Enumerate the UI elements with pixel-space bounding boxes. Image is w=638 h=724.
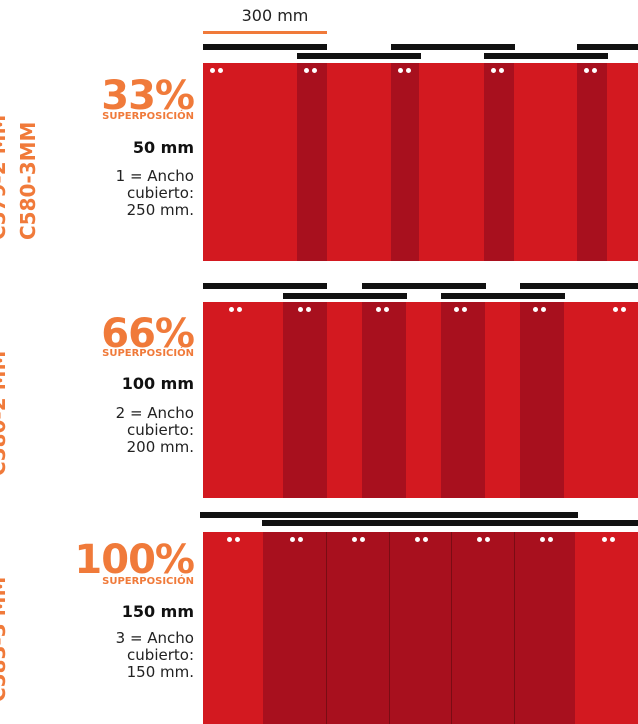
overlap-strip [577,63,607,261]
section-1-bar [203,44,327,50]
section-3-percent: 100% [74,537,195,583]
section-2-overlap-label: SUPERPOSICIÓN [102,348,194,359]
section-2-percent: 66% [101,311,195,357]
section-1-percent: 33% [101,73,195,119]
overlap-strip [484,63,514,261]
scale-line [203,31,327,34]
section-2-panel [203,302,638,498]
overlap-strip [391,63,419,261]
section-1-bar [577,44,638,50]
section-3-panel [203,532,638,724]
section-1-overlap-mm: 50 mm [132,138,194,157]
section-2-overlap-mm: 100 mm [121,374,194,393]
section-1-overlap-label: SUPERPOSICIÓN [102,111,194,122]
section-2-bar [520,283,638,289]
section-3-overlap-label: SUPERPOSICIÓN [102,576,194,587]
panel-seam [389,532,390,724]
section-1-description: 1 = Ancho cubierto: 250 mm. [115,167,194,219]
overlap-strip [362,302,406,498]
overlap-strip [297,63,327,261]
overlap-strip [283,302,327,498]
section-3-bar [262,520,638,526]
scale-label: 300 mm [241,6,309,25]
overlap-strip [263,532,575,724]
section-2-description: 2 = Ancho cubierto: 200 mm. [115,404,194,456]
section-2-models-line1: C580-2 MM [0,350,10,476]
section-3-models-line1: C583-3 MM [0,576,10,702]
section-2-bar [441,293,565,299]
panel-seam [451,532,452,724]
panel-seam [514,532,515,724]
section-1-bar [484,53,608,59]
section-1-panel [203,63,638,261]
section-3-overlap-mm: 150 mm [121,602,194,621]
section-2-bar [203,283,327,289]
section-1-bar [297,53,421,59]
overlap-strip [441,302,485,498]
section-3-description: 3 = Ancho cubierto: 150 mm. [115,629,194,681]
section-1-bar [391,44,515,50]
overlap-strip [520,302,564,498]
section-2-bar [362,283,486,289]
section-3-bar [200,512,578,518]
panel-seam [326,532,327,724]
section-2-bar [283,293,407,299]
